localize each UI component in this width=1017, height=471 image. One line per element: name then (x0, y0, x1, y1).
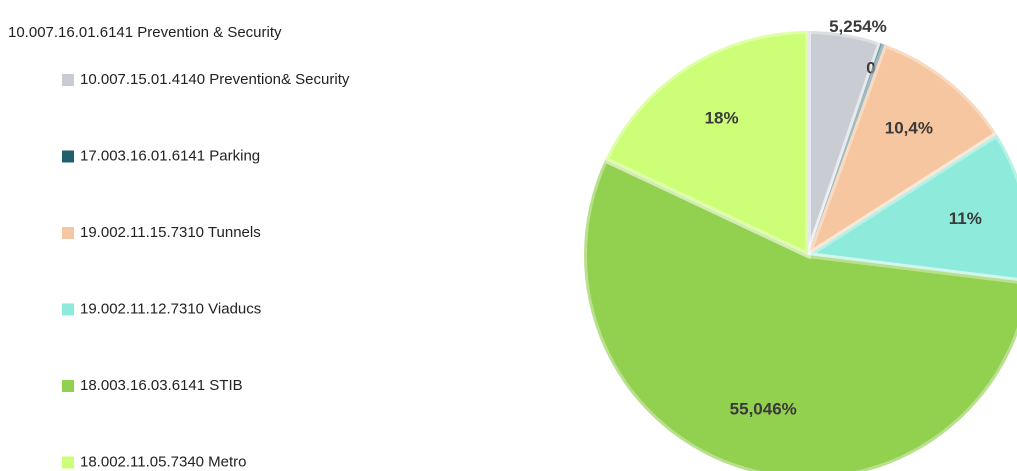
pie-slice (601, 27, 811, 260)
chart-title: 10.007.16.01.6141 Prevention & Security (8, 24, 282, 41)
legend-swatch (62, 227, 74, 239)
legend-swatch (62, 380, 74, 392)
pie-slice (805, 39, 889, 257)
legend-label: 19.002.11.15.7310 Tunnels (80, 224, 261, 241)
data-label: 5,254% (829, 17, 887, 36)
legend-label: 17.003.16.01.6141 Parking (80, 147, 260, 164)
pie-slice (580, 155, 1017, 471)
legend-label: 19.002.11.12.7310 Viaducs (80, 300, 261, 317)
data-label: 10,4% (885, 119, 933, 138)
legend-swatch (62, 456, 74, 469)
legend-swatch (62, 303, 74, 316)
legend-label: 10.007.15.01.4140 Prevention& Security (80, 71, 350, 88)
pie-slice (805, 27, 885, 256)
legend-swatch (62, 150, 74, 163)
data-label: 18% (705, 108, 739, 127)
data-label: 11% (949, 209, 982, 228)
legend-swatch (62, 74, 74, 86)
pie-slice (799, 130, 1017, 284)
data-label: 55,046% (730, 399, 797, 418)
legend-label: 18.002.11.05.7340 Metro (80, 453, 247, 470)
legend-label: 18.003.16.03.6141 STIB (80, 377, 243, 394)
pie-slice (802, 40, 1001, 263)
